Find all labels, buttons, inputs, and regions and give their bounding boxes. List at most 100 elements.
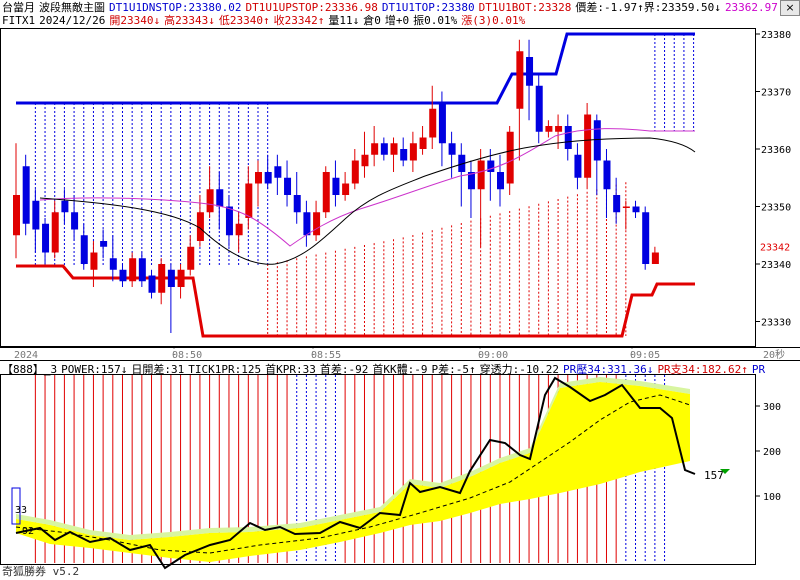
row3-item: PR支34:182.62↑ <box>657 363 748 376</box>
candle-body <box>458 154 466 172</box>
candle-body <box>216 189 224 207</box>
row2-item: 低23340↑ <box>218 14 270 27</box>
row1-item: DT1U1DNSTOP:23380.02 <box>109 1 242 14</box>
candle-body <box>119 269 127 282</box>
row3-item: 【888】_3 <box>2 363 58 376</box>
row1-item: 23362.97 <box>724 1 778 14</box>
row3-item: P差:-5↑ <box>431 363 476 376</box>
indicator-info-row: 【888】_3 POWER:157↓ 日開差:31 TICK1PR:125 首KPR:3… <box>2 363 769 376</box>
row2-item: 量11↓ <box>328 14 360 27</box>
candle-body <box>196 212 204 241</box>
candle-body <box>148 275 156 293</box>
power-line <box>15 376 696 570</box>
interval-label: 20秒 <box>763 348 785 361</box>
candle-body <box>158 264 166 293</box>
indicator-axis-label: 100 <box>763 492 781 503</box>
row3-item: 首差:-92 <box>319 363 369 376</box>
row1-item: DT1U1BOT:23328 <box>478 1 572 14</box>
candle-body <box>303 212 311 236</box>
indicator-axis-label: 200 <box>763 447 781 458</box>
ma-magenta-line <box>39 128 695 247</box>
candle-body <box>284 177 292 195</box>
current-price-label: 23342 <box>760 243 790 254</box>
price-axis-label: 23380 <box>761 30 791 41</box>
candle-body <box>255 172 262 184</box>
row2-item: 高23343↓ <box>164 14 215 27</box>
candle-body <box>361 154 369 167</box>
row1-item: 價差:-1.97↑界:23359.50↓ <box>575 1 721 14</box>
candle-body <box>584 114 592 178</box>
ma-black-line <box>39 137 696 265</box>
candle-body <box>22 166 30 224</box>
row3-item: PR <box>751 363 766 376</box>
candle-body <box>235 223 243 236</box>
time-axis-label: 08:55 <box>311 350 341 361</box>
row1-item: DT1U1UPSTOP:23336.98 <box>245 1 378 14</box>
candle-body <box>100 241 108 247</box>
candle-body <box>477 160 485 190</box>
upper-stop-line <box>16 32 695 105</box>
candle-body <box>351 160 359 184</box>
candle-body <box>109 258 117 270</box>
row3-item: 首KK體:-9 <box>372 363 428 376</box>
candle-body <box>506 131 514 184</box>
candle-body <box>526 57 534 86</box>
candle-body <box>593 120 601 161</box>
candle-body <box>187 246 195 270</box>
candle-body <box>632 206 640 213</box>
row3-item: 首KPR:33 <box>265 363 316 376</box>
candle-body <box>274 166 282 178</box>
candle-body <box>332 177 340 195</box>
candle-body <box>516 51 524 109</box>
row2-item: 倉0 <box>363 14 381 27</box>
row2-item: 振0.01% <box>413 14 458 27</box>
row3-item: 穿透力:-10.22 <box>479 363 559 376</box>
candle-body <box>51 212 59 253</box>
row2-item: 2024/12/26 <box>39 14 106 27</box>
candle-body <box>342 183 350 195</box>
candle-body <box>225 206 233 236</box>
candle-body <box>467 172 475 190</box>
candle-body <box>32 200 40 230</box>
candle-body <box>80 235 88 264</box>
candle-body <box>390 143 398 155</box>
candle-body <box>497 172 504 190</box>
price-axis-label: 23330 <box>761 318 791 329</box>
candle-body <box>574 154 582 178</box>
candle-body <box>177 269 185 287</box>
indicator-left-label-a: 33 <box>15 505 27 516</box>
price-axis-label: 23370 <box>761 88 791 99</box>
candle-body <box>535 85 543 132</box>
candle-body <box>71 212 79 230</box>
candle-body <box>448 143 456 155</box>
indicator-axis-label: 300 <box>763 402 781 413</box>
row2-item: 增+0 <box>384 14 410 27</box>
candle-body <box>603 160 611 190</box>
candle-body <box>245 183 253 218</box>
time-axis-label: 2024 <box>14 350 38 361</box>
candle-body <box>429 108 437 138</box>
power-marker-icon <box>720 469 730 474</box>
candle-body <box>380 143 388 155</box>
candle-body <box>206 189 214 213</box>
upper-info-row: 台當月 波段無敵主圖 DT1U1DNSTOP:23380.02 DT1U1UPSTOP… <box>2 1 782 14</box>
candle-body <box>651 252 659 264</box>
indicator-left-box <box>11 487 21 525</box>
indicator-left-label-b: 92 <box>22 526 34 537</box>
lower-stop-line <box>16 264 695 338</box>
price-axis-label: 23350 <box>761 203 791 214</box>
row2-item: 漲(3)0.01% <box>461 14 526 27</box>
row3-item: 日開差:31 <box>131 363 185 376</box>
price-panel-frame <box>0 28 756 347</box>
price-axis-label: 23340 <box>761 260 791 271</box>
candle-body <box>293 195 301 213</box>
row1-item: DT1U1TOP:23380 <box>381 1 475 14</box>
candle-body <box>622 206 630 208</box>
candle-body <box>419 137 427 149</box>
row2-item: 收23342↑ <box>273 14 325 27</box>
candle-body <box>42 223 50 253</box>
row3-item: TICK1PR:125 <box>188 363 262 376</box>
row2-item: 開23340↓ <box>109 14 161 27</box>
price-axis-label: 23360 <box>761 145 791 156</box>
